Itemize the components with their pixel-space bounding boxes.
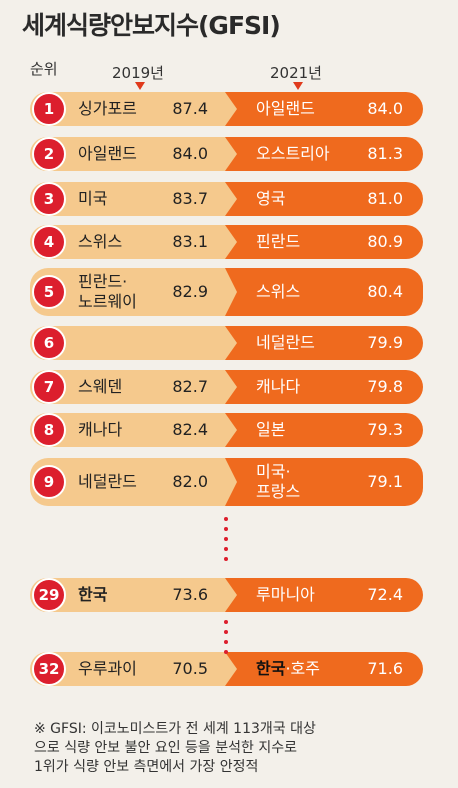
table-row: 2 아일랜드 84.0 오스트리아 81.3 [0, 137, 458, 171]
year-2019-marker [135, 82, 145, 90]
country-2021: 영국 [256, 189, 286, 208]
country-2019: 아일랜드 [78, 144, 137, 163]
bar-2021 [225, 137, 423, 171]
footnote-line-2: 으로 식량 안보 불안 요인 등을 분석한 지수로 [34, 740, 297, 756]
score-2021: 79.3 [367, 420, 403, 439]
country-2021: 오스트리아 [256, 144, 330, 163]
rank-badge: 5 [32, 275, 66, 309]
table-row: 29 한국 73.6 루마니아 72.4 [0, 578, 458, 612]
score-2019: 84.0 [172, 144, 208, 163]
rank-badge: 1 [32, 92, 66, 126]
rank-header: 순위 [30, 60, 58, 78]
bar-2021 [225, 326, 423, 360]
country-2019: 핀란드· 노르웨이 [78, 272, 137, 311]
bar-2021 [225, 370, 423, 404]
bar-separator-arrow [225, 225, 237, 259]
score-2021: 81.3 [367, 144, 403, 163]
bar-separator-arrow [225, 137, 237, 171]
year-2019-header: 2019년 [112, 64, 164, 82]
bar-separator-arrow [225, 652, 237, 686]
bar-separator-arrow [225, 413, 237, 447]
score-2021: 72.4 [367, 585, 403, 604]
country-2021: 스위스 [256, 282, 301, 301]
table-row: 8 캐나다 82.4 일본 79.3 [0, 413, 458, 447]
bar-2021 [225, 225, 423, 259]
bar-separator-arrow [225, 458, 237, 506]
bar-2021 [225, 578, 423, 612]
country-2021: 캐나다 [256, 377, 301, 396]
bar-2021 [225, 413, 423, 447]
score-2019: 82.4 [172, 420, 208, 439]
table-row: 4 스위스 83.1 핀란드 80.9 [0, 225, 458, 259]
bar-2021 [225, 182, 423, 216]
year-2021-header: 2021년 [270, 64, 322, 82]
bar-separator-arrow [225, 182, 237, 216]
rank-badge: 4 [32, 225, 66, 259]
score-2019: 82.7 [172, 377, 208, 396]
ellipsis-dots-2 [224, 620, 228, 660]
bar-2021 [225, 268, 423, 316]
country-2021: 일본 [256, 420, 286, 439]
country-2019: 스위스 [78, 232, 123, 251]
score-2019: 82.9 [172, 282, 208, 301]
bar-2021 [225, 458, 423, 506]
bar-separator-arrow [225, 370, 237, 404]
country-2019: 네덜란드 [78, 472, 137, 491]
chart-title: 세계식량안보지수(GFSI) [22, 11, 281, 40]
bar-separator-arrow [225, 326, 237, 360]
rank-badge: 2 [32, 137, 66, 171]
score-2021: 80.9 [367, 232, 403, 251]
score-2019: 83.1 [172, 232, 208, 251]
country-2019: 미국 [78, 189, 108, 208]
country-2019: 한국 [78, 585, 108, 604]
country-2021: 한국·호주 [256, 659, 320, 678]
country-2019: 캐나다 [78, 420, 123, 439]
country-2021: 아일랜드 [256, 99, 315, 118]
rank-badge: 7 [32, 370, 66, 404]
bar-2021 [225, 652, 423, 686]
country-2019: 스웨덴 [78, 377, 123, 396]
table-row: 6 네덜란드 79.9 [0, 326, 458, 360]
score-2019: 87.4 [172, 99, 208, 118]
rank-badge: 29 [32, 578, 66, 612]
bar-separator-arrow [225, 268, 237, 316]
country-2021: 핀란드 [256, 232, 301, 251]
table-row: 5 핀란드· 노르웨이 82.9 스위스 80.4 [0, 268, 458, 316]
rank-badge: 9 [32, 465, 66, 499]
rank-badge: 32 [32, 652, 66, 686]
score-2019: 70.5 [172, 659, 208, 678]
score-2021: 79.1 [367, 472, 403, 491]
rank-badge: 6 [32, 326, 66, 360]
bar-separator-arrow [225, 578, 237, 612]
table-row: 1 싱가포르 87.4 아일랜드 84.0 [0, 92, 458, 126]
table-row: 7 스웨덴 82.7 캐나다 79.8 [0, 370, 458, 404]
footnote-line-3: 1위가 식량 안보 측면에서 가장 안정적 [34, 759, 259, 775]
country-2021: 미국· 프랑스 [256, 462, 301, 501]
score-2021: 84.0 [367, 99, 403, 118]
score-2019: 82.0 [172, 472, 208, 491]
rank-badge: 8 [32, 413, 66, 447]
score-2019: 73.6 [172, 585, 208, 604]
table-row: 3 미국 83.7 영국 81.0 [0, 182, 458, 216]
country-2021: 네덜란드 [256, 333, 315, 352]
country-2019: 싱가포르 [78, 99, 137, 118]
ellipsis-dots-1 [224, 517, 228, 567]
score-2019: 83.7 [172, 189, 208, 208]
country-2019: 우루과이 [78, 659, 137, 678]
country-2021: 루마니아 [256, 585, 315, 604]
bar-2021 [225, 92, 423, 126]
score-2021: 81.0 [367, 189, 403, 208]
year-2021-marker [293, 82, 303, 90]
footnote: ※ GFSI: 이코노미스트가 전 세계 113개국 대상 으로 식량 안보 불… [34, 720, 454, 777]
table-row: 32 우루과이 70.5 한국·호주 71.6 [0, 652, 458, 686]
score-2021: 71.6 [367, 659, 403, 678]
score-2021: 79.9 [367, 333, 403, 352]
bar-separator-arrow [225, 92, 237, 126]
table-row: 9 네덜란드 82.0 미국· 프랑스 79.1 [0, 458, 458, 506]
footnote-line-1: ※ GFSI: 이코노미스트가 전 세계 113개국 대상 [34, 721, 316, 737]
rank-badge: 3 [32, 182, 66, 216]
score-2021: 80.4 [367, 282, 403, 301]
score-2021: 79.8 [367, 377, 403, 396]
